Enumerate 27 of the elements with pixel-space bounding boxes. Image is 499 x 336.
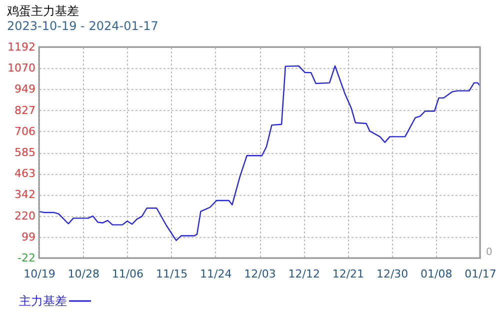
x-tick-label: 10/19 (24, 268, 56, 280)
legend-label: 主力基差 (19, 294, 67, 308)
x-tick-label: 12/03 (244, 268, 276, 280)
chart-subtitle: 2023-10-19 - 2024-01-17 (7, 19, 158, 33)
y-tick-label: 220 (14, 209, 36, 222)
y-tick-label: 827 (14, 104, 36, 117)
text: 0 (486, 247, 492, 258)
y-tick-label: -22 (18, 252, 36, 264)
x-tick-label: 12/21 (332, 268, 364, 280)
chart-title: 鸡蛋主力基差 (6, 4, 80, 18)
y-tick-label: 1192 (8, 40, 36, 54)
y-tick-label: 949 (14, 82, 36, 96)
x-tick-label: 11/24 (200, 268, 232, 280)
y-tick-label: 706 (14, 124, 36, 138)
x-tick-label: 01/08 (420, 268, 452, 280)
x-tick-label: 10/28 (68, 268, 100, 280)
y-tick-label: 463 (14, 167, 36, 180)
y-tick-label: 585 (14, 146, 36, 159)
x-tick-label: 11/06 (112, 268, 144, 280)
y-tick-label: 1070 (8, 62, 36, 75)
x-tick-label: 11/15 (156, 268, 188, 280)
line-series (38, 65, 481, 242)
y-tick-label: 342 (14, 188, 36, 202)
x-tick-label: 01/17 (464, 268, 496, 280)
y-tick-label: 99 (22, 230, 36, 244)
x-tick-label: 12/12 (288, 268, 320, 280)
x-tick-label: 12/30 (376, 268, 408, 280)
